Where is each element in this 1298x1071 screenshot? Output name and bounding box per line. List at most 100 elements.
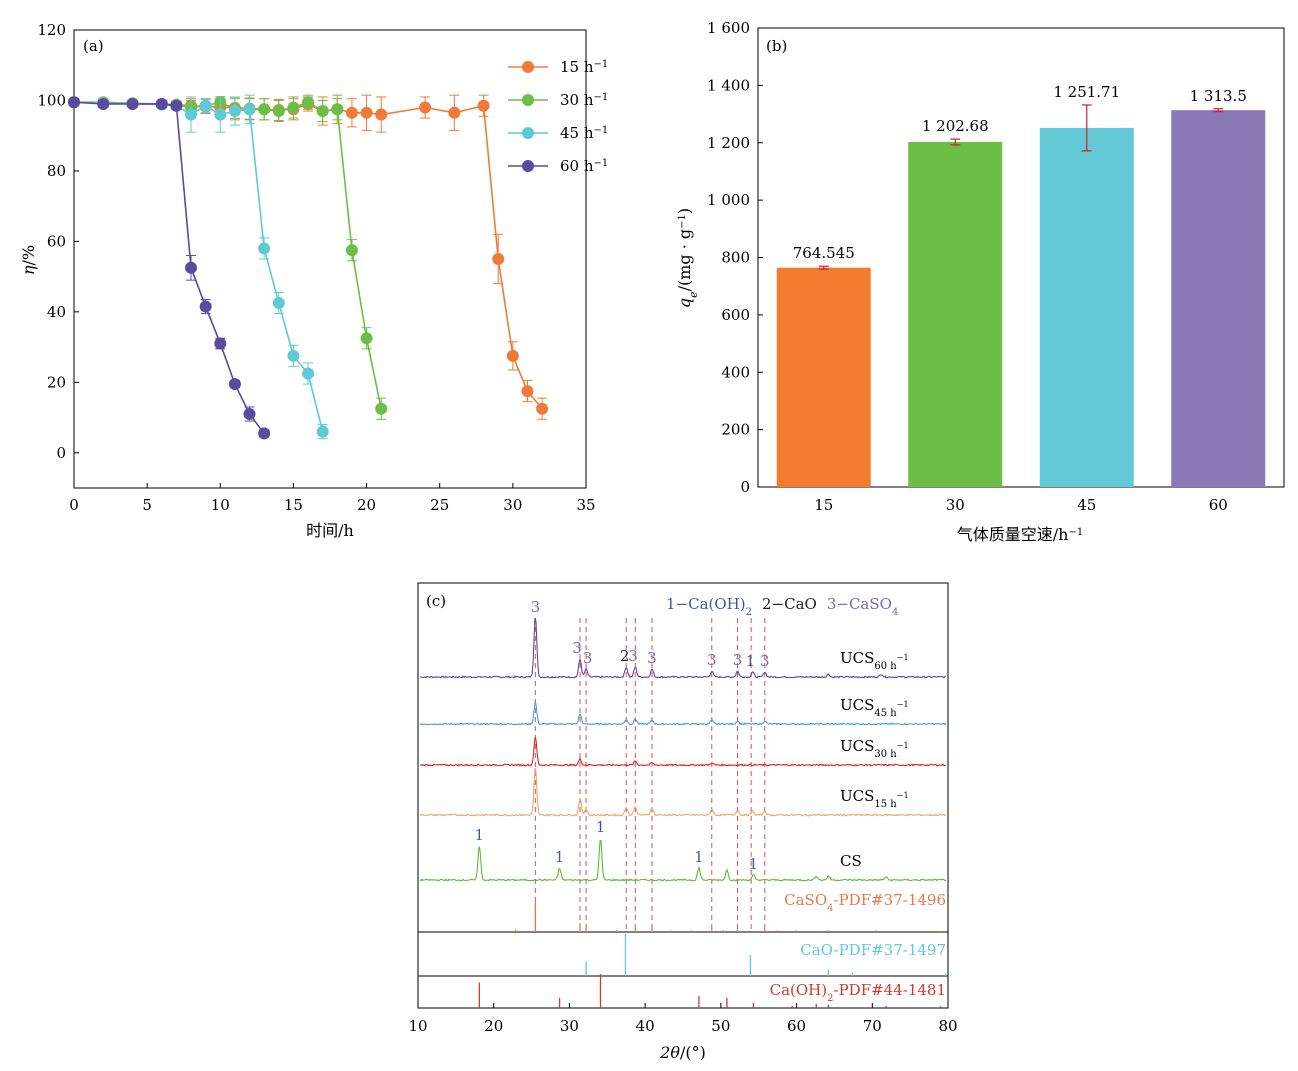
panel-c-peak-label: 1 [749, 855, 759, 873]
panel-b-data-label: 1 313.5 [1190, 87, 1247, 105]
panel-c-peak-label: 1 [694, 848, 704, 866]
panel-c-pattern-label: UCS30 h−1 [840, 737, 909, 760]
panel-c-peak-label: 1 [596, 818, 606, 836]
panel-c-pattern-label: UCS45 h−1 [840, 696, 909, 719]
panel-c-x-axis-symbol: 2θ [659, 1043, 680, 1062]
panel-c-pattern-label-main: UCS [840, 696, 874, 714]
panel-a-data-point [185, 108, 198, 121]
panel-a-y-tick-label: 0 [56, 444, 66, 462]
panel-c-x-axis-unit: /(°) [680, 1043, 706, 1062]
panel-b-x-tick-label: 30 [946, 496, 965, 514]
panel-a-x-axis-label: 时间/h [306, 521, 354, 540]
panel-a-legend-label-sup: −1 [594, 59, 609, 70]
panel-c-peak-label: 1 [746, 652, 756, 670]
panel-c-pattern-0 [419, 617, 947, 679]
panel-c-reference-label-main: CaO-PDF#37-1497 [800, 941, 946, 959]
panel-a-legend-label: 45 h−1 [560, 124, 608, 142]
panel-b-x-axis-label: 气体质量空速/h−1 [957, 525, 1083, 544]
panel-c-x-tick-label: 60 [787, 1017, 806, 1035]
panel-c-x-tick-label: 10 [408, 1017, 427, 1035]
panel-a-legend: 15 h−130 h−145 h−160 h−1 [508, 58, 608, 175]
panel-c-pattern-label-main: CS [840, 852, 862, 870]
panel-a-data-point [360, 332, 373, 345]
panel-a-data-point [345, 244, 358, 257]
panel-a-series-3 [68, 96, 271, 440]
panel-c-x-tick-label: 80 [938, 1017, 957, 1035]
panel-a-y-tick-label: 80 [47, 162, 66, 180]
panel-a-legend-label-main: 45 h [560, 124, 594, 142]
panel-a-data-point [228, 378, 241, 391]
panel-c-reference-label: CaSO4-PDF#37-1496 [784, 891, 946, 914]
panel-c-legend: 1−Ca(OH)2 2−CaO 3−CaSO4 [666, 595, 898, 618]
panel-a-data-point [345, 106, 358, 119]
panel-c-pattern-label: UCS60 h−1 [840, 649, 909, 672]
panel-b-y-axis-sub: e [687, 291, 700, 298]
panel-c-pattern-1 [419, 701, 947, 726]
panel-b-y-tick-label: 600 [721, 306, 750, 324]
panel-c-reference-patterns: CaSO4-PDF#37-1496CaO-PDF#37-1497Ca(OH)2-… [478, 891, 947, 1008]
panel-a-data-point [375, 108, 388, 121]
panel-c-pattern-label: UCS15 h−1 [840, 787, 909, 810]
panel-a-data-point [258, 242, 271, 255]
panel-b-bar-30 [908, 141, 1003, 487]
panel-b-label: (b) [766, 37, 787, 55]
panel-a-data-point [448, 106, 461, 119]
panel-a-legend-label: 60 h−1 [560, 157, 608, 175]
panel-a-series [68, 94, 549, 440]
panel-a-data-point [170, 99, 183, 112]
panel-a-legend-label-sup: −1 [594, 125, 609, 136]
panel-b-y-tick-label: 200 [721, 421, 750, 439]
panel-a-legend-label: 15 h−1 [560, 58, 608, 76]
panel-c-peak-label: 1 [555, 848, 565, 866]
panel-b-data-label: 1 202.68 [922, 117, 989, 135]
panel-a-data-point [272, 105, 285, 118]
panel-c-pattern-label-sub: 60 h [874, 661, 897, 672]
panel-a-legend-marker [522, 127, 534, 139]
panel-b-y-axis-label: qe/(mg · g−1) [675, 208, 700, 308]
panel-a-data-point [199, 99, 212, 112]
panel-a-data-point [360, 106, 373, 119]
panel-c-legend-text: 1−Ca(OH)2 2−CaO 3−CaSO4 [666, 595, 898, 618]
panel-c-legend-entry-main: 2−CaO [762, 595, 817, 613]
panel-a-axes: 0 5 10 15 20 25 30 35 0 20 40 60 80 100 120 [37, 21, 595, 514]
panel-c-x-tick-label: 30 [560, 1017, 579, 1035]
panel-b-y-axis-unit-sup: −1 [677, 214, 688, 229]
panel-c-peak-label: 3 [583, 649, 593, 667]
panel-b-y-axis-unit-close: ) [675, 208, 694, 214]
panel-b-x-axis-label-main: 气体质量空速/h [957, 525, 1069, 544]
panel-a-data-point [316, 105, 329, 118]
panel-c-reference-label-sub: 4 [827, 903, 833, 914]
panel-a-data-point [97, 97, 110, 110]
panel-c-reference-label: CaO-PDF#37-1497 [800, 941, 946, 959]
panel-a-data-point [536, 402, 549, 415]
panel-a-y-axis-label: η/% [19, 245, 38, 275]
panel-a-data-point [506, 349, 519, 362]
panel-a-data-point [214, 108, 227, 121]
panel-c-x-axis-label: 2θ/(°) [659, 1043, 706, 1062]
panel-c-pattern-label-sub: 45 h [874, 708, 897, 719]
panel-a-data-point [272, 297, 285, 310]
panel-a-series-2 [68, 94, 329, 440]
panel-a-y-axis-symbol: η [19, 265, 38, 275]
panel-a-data-point [302, 367, 315, 380]
panel-c-legend-entry-sub: 2 [746, 607, 752, 618]
panel-b-y-tick-label: 1 400 [707, 76, 750, 94]
panel-b-y-axis-unit: /(mg · g [675, 229, 694, 292]
panel-c-legend-entry-main: 3−CaSO [827, 595, 892, 613]
panel-c-reference-label-rest: -PDF#37-1496 [834, 891, 947, 909]
panel-b-bar-chart: (b) 0 200 400 600 800 1 000 1 200 1 400 1 600 15 3… [675, 19, 1285, 544]
panel-a-series-line [73, 101, 324, 432]
panel-c-label: (c) [426, 592, 446, 610]
panel-a-x-tick-label: 0 [69, 496, 79, 514]
panel-c-pattern-label-sup: −1 [897, 653, 909, 662]
panel-a-legend-label-main: 60 h [560, 157, 594, 175]
panel-a-data-point [302, 96, 315, 109]
panel-a-y-tick-label: 20 [47, 373, 66, 391]
panel-c-peak-label: 3 [572, 639, 582, 657]
panel-a-data-point [492, 253, 505, 265]
panel-a-series-1 [68, 94, 388, 420]
panel-c-reference-label-main: CaSO [784, 891, 827, 909]
